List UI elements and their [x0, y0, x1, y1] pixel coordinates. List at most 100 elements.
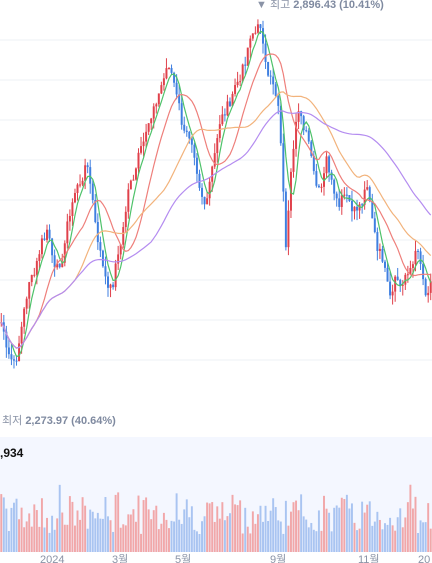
candle — [284, 188, 287, 251]
candle-body — [300, 111, 303, 117]
candle-body — [46, 229, 49, 240]
candle — [96, 213, 99, 250]
candle — [61, 253, 64, 268]
candle-body — [81, 180, 84, 185]
candle — [356, 199, 359, 221]
candle-body — [10, 354, 13, 360]
candle-body — [361, 204, 364, 206]
candle-body — [18, 343, 21, 362]
volume-bar — [7, 530, 10, 552]
candle — [18, 335, 21, 362]
volume-bar — [231, 494, 234, 552]
candle — [251, 33, 254, 41]
candle-body — [190, 138, 193, 145]
volume-bar — [206, 502, 209, 552]
volume-bar — [117, 492, 120, 552]
candle-body — [246, 47, 249, 66]
volume-bar — [193, 529, 196, 552]
candle — [127, 183, 130, 219]
volume-bar — [386, 524, 389, 552]
volume-bar — [134, 521, 137, 552]
candle-body — [127, 189, 130, 212]
candle-body — [295, 121, 298, 149]
candle-body — [94, 200, 97, 223]
volume-bar — [368, 501, 371, 552]
candle-body — [394, 276, 397, 292]
candle — [10, 344, 13, 366]
volume-bar — [274, 507, 277, 552]
x-tick-label: 3월 — [112, 553, 128, 563]
candle-body — [343, 194, 346, 196]
volume-bar — [366, 504, 369, 552]
volume-bar — [33, 504, 36, 552]
candle-body — [73, 192, 76, 203]
candle — [325, 152, 328, 179]
candle-body — [223, 114, 226, 116]
candle — [256, 19, 259, 34]
candle — [165, 58, 168, 80]
candle-body — [104, 266, 107, 277]
candle — [109, 283, 112, 298]
candle — [274, 81, 277, 98]
volume-bar — [81, 497, 84, 552]
candle — [114, 259, 117, 291]
candle-body — [185, 130, 188, 132]
candle-body — [79, 184, 82, 186]
ma-mid-line — [0, 53, 431, 349]
volume-bar — [373, 521, 376, 552]
candle — [282, 133, 285, 202]
volume-bar — [201, 521, 203, 552]
candle — [206, 192, 209, 205]
volume-bar — [13, 502, 15, 552]
volume-bar — [185, 499, 188, 552]
volume-bar — [256, 514, 259, 552]
candle — [353, 206, 356, 220]
volume-bar — [96, 512, 99, 552]
candle — [396, 267, 399, 281]
candle — [190, 136, 193, 153]
candle — [333, 178, 336, 201]
volume-bar — [38, 526, 41, 552]
volume-bar — [300, 494, 303, 552]
candle-body — [251, 33, 254, 39]
volume-bar — [371, 525, 374, 552]
candle-body — [279, 105, 282, 144]
candle — [122, 221, 125, 248]
volume-bar — [264, 505, 267, 552]
volume-bar — [79, 519, 82, 552]
volume-bar — [262, 521, 264, 552]
candle-body — [272, 76, 275, 85]
volume-bar — [404, 517, 407, 552]
volume-bar — [119, 527, 122, 552]
candle — [25, 296, 28, 315]
x-tick-label: 9월 — [270, 553, 286, 563]
candle-body — [254, 32, 257, 34]
candle-body — [340, 195, 343, 207]
candle — [195, 152, 198, 182]
high-prefix: ▼ 최고 — [256, 0, 291, 11]
volume-bar — [175, 493, 178, 552]
x-axis: 2024 3월 5월 9월 11월 20 — [40, 553, 430, 563]
volume-bar — [109, 520, 112, 552]
volume-bar — [216, 506, 219, 552]
candle-body — [417, 250, 420, 252]
candle-body — [43, 238, 46, 240]
candle-body — [284, 191, 287, 248]
candle — [279, 101, 282, 146]
candle-body — [226, 101, 229, 116]
candle-body — [195, 157, 198, 174]
candle — [417, 248, 420, 260]
volume-bar — [10, 507, 13, 552]
volume-bar — [180, 523, 183, 552]
volume-bar — [43, 527, 46, 552]
candle — [295, 113, 298, 157]
candle — [5, 325, 8, 358]
candle-body — [15, 360, 18, 362]
volume-bar — [94, 518, 97, 552]
volume-bar — [295, 500, 298, 552]
candle-body — [58, 263, 61, 268]
volume-bar — [195, 531, 198, 552]
volume-bar — [35, 510, 38, 552]
candle — [145, 123, 148, 148]
candle — [231, 91, 234, 107]
